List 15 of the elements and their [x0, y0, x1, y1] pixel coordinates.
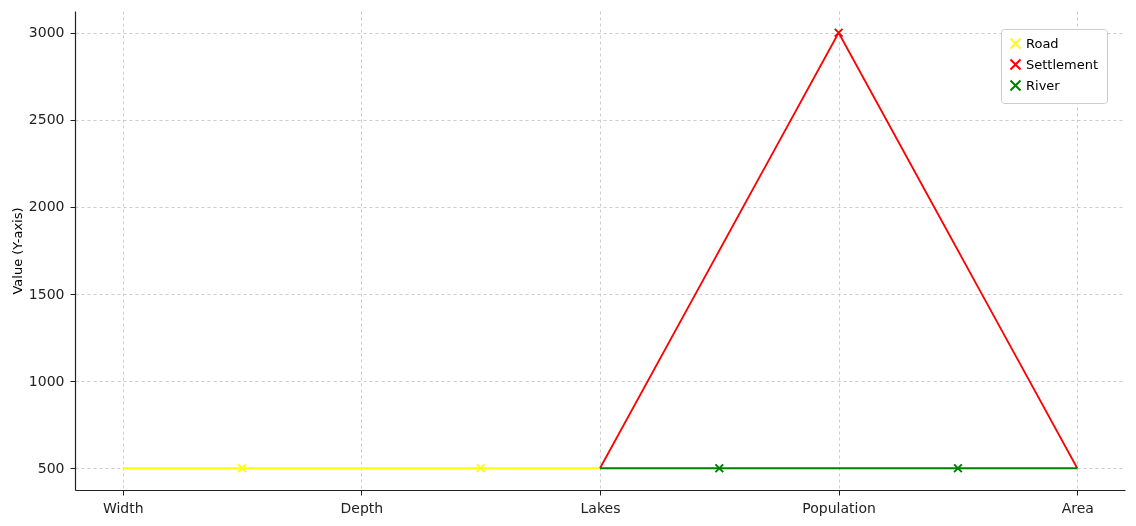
- x-tick-label: Width: [102, 499, 144, 516]
- x-tick-label: Area: [1061, 499, 1094, 516]
- x-tick-label: Population: [802, 499, 876, 516]
- y-tick-label: 1000: [28, 372, 65, 389]
- y-tick-label: 2500: [28, 111, 65, 128]
- x-tick-label: Lakes: [580, 499, 621, 516]
- legend-label: Settlement: [1026, 56, 1099, 72]
- y-tick-label: 500: [37, 459, 65, 476]
- y-tick-label: 3000: [28, 24, 65, 41]
- y-tick-label: 1500: [28, 285, 65, 302]
- x-tick-label: Depth: [340, 499, 384, 516]
- y-axis-title: Value (Y-axis): [9, 207, 25, 295]
- legend-label: Road: [1026, 35, 1059, 51]
- legend-label: River: [1026, 77, 1061, 93]
- y-tick-label: 2000: [28, 198, 65, 215]
